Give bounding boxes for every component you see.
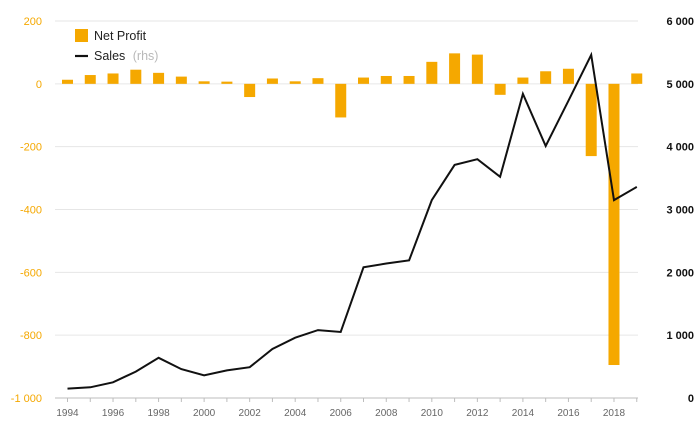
net-profit-bar [562,68,574,84]
y-right-tick-label: 5 000 [666,79,694,91]
x-tick-label: 1998 [147,408,170,419]
net-profit-bars [62,53,643,366]
net-profit-bar [175,76,187,84]
net-profit-bar [107,73,119,84]
y-right-tick-label: 3 000 [666,205,694,217]
net-profit-bar [517,77,529,84]
sales-line [67,51,638,390]
net-profit-bar [312,78,324,84]
net-profit-bar [380,75,392,84]
y-left-tick-label: -200 [20,142,42,154]
net-profit-bar [221,81,233,84]
net-profit-bar [471,54,483,84]
legend-swatch-net-profit [75,29,88,42]
x-tick-label: 2010 [421,408,444,419]
net-profit-bar [62,79,73,84]
x-tick-label: 2012 [466,408,489,419]
y-right-tick-label: 1 000 [666,330,694,342]
net-profit-bar [198,81,210,84]
sales-line-layer [67,51,638,390]
y-left-tick-label: 200 [24,16,42,28]
legend-label-sales-suffix: (rhs) [133,49,159,63]
net-profit-bar [540,71,552,84]
legend-label-net-profit: Net Profit [94,29,147,43]
net-profit-bar [244,83,256,98]
net-profit-bar [153,72,165,84]
net-profit-bar [494,83,506,95]
x-tick-label: 2000 [193,408,216,419]
net-profit-bar [84,75,96,84]
y-right-tick-label: 2 000 [666,267,694,279]
net-profit-bar [289,81,301,84]
net-profit-bar [585,83,597,157]
y-left-tick-label: -600 [20,267,42,279]
y-right-tick-label: 6 000 [666,16,694,28]
axes: 200 6 000 0 5 000 -200 4 000 -400 3 000 -600 2 00… [11,16,694,419]
legend-label-sales-name: Sales [94,49,125,63]
x-tick-label: 2018 [603,408,626,419]
net-profit-bar [130,69,142,84]
net-profit-bar [403,75,415,84]
legend: Net Profit Sales (rhs) [75,29,158,63]
net-profit-bar [266,78,278,84]
x-tick-label: 2004 [284,408,307,419]
x-tick-label: 2008 [375,408,398,419]
x-tick-label: 2006 [330,408,353,419]
net-profit-bar [449,53,461,84]
net-profit-bar [631,73,643,84]
y-left-tick-label: -800 [20,330,42,342]
y-left-tick-label: 0 [36,79,42,91]
net-profit-bar [608,83,620,366]
x-tick-label: 1996 [102,408,125,419]
x-tick-label: 2016 [557,408,580,419]
legend-label-sales: Sales (rhs) [94,49,158,63]
net-profit-bar [426,61,438,84]
y-left-tick-label: -1 000 [11,393,42,405]
net-profit-bar [358,77,370,84]
x-tick-label: 2002 [239,408,262,419]
x-tick-label: 2014 [512,408,535,419]
gridlines [55,20,638,399]
net-profit-bar [335,83,347,118]
x-tick-label: 1994 [56,408,79,419]
y-right-tick-label: 4 000 [666,142,694,154]
y-right-tick-label: 0 [688,393,694,405]
y-left-tick-label: -400 [20,205,42,217]
